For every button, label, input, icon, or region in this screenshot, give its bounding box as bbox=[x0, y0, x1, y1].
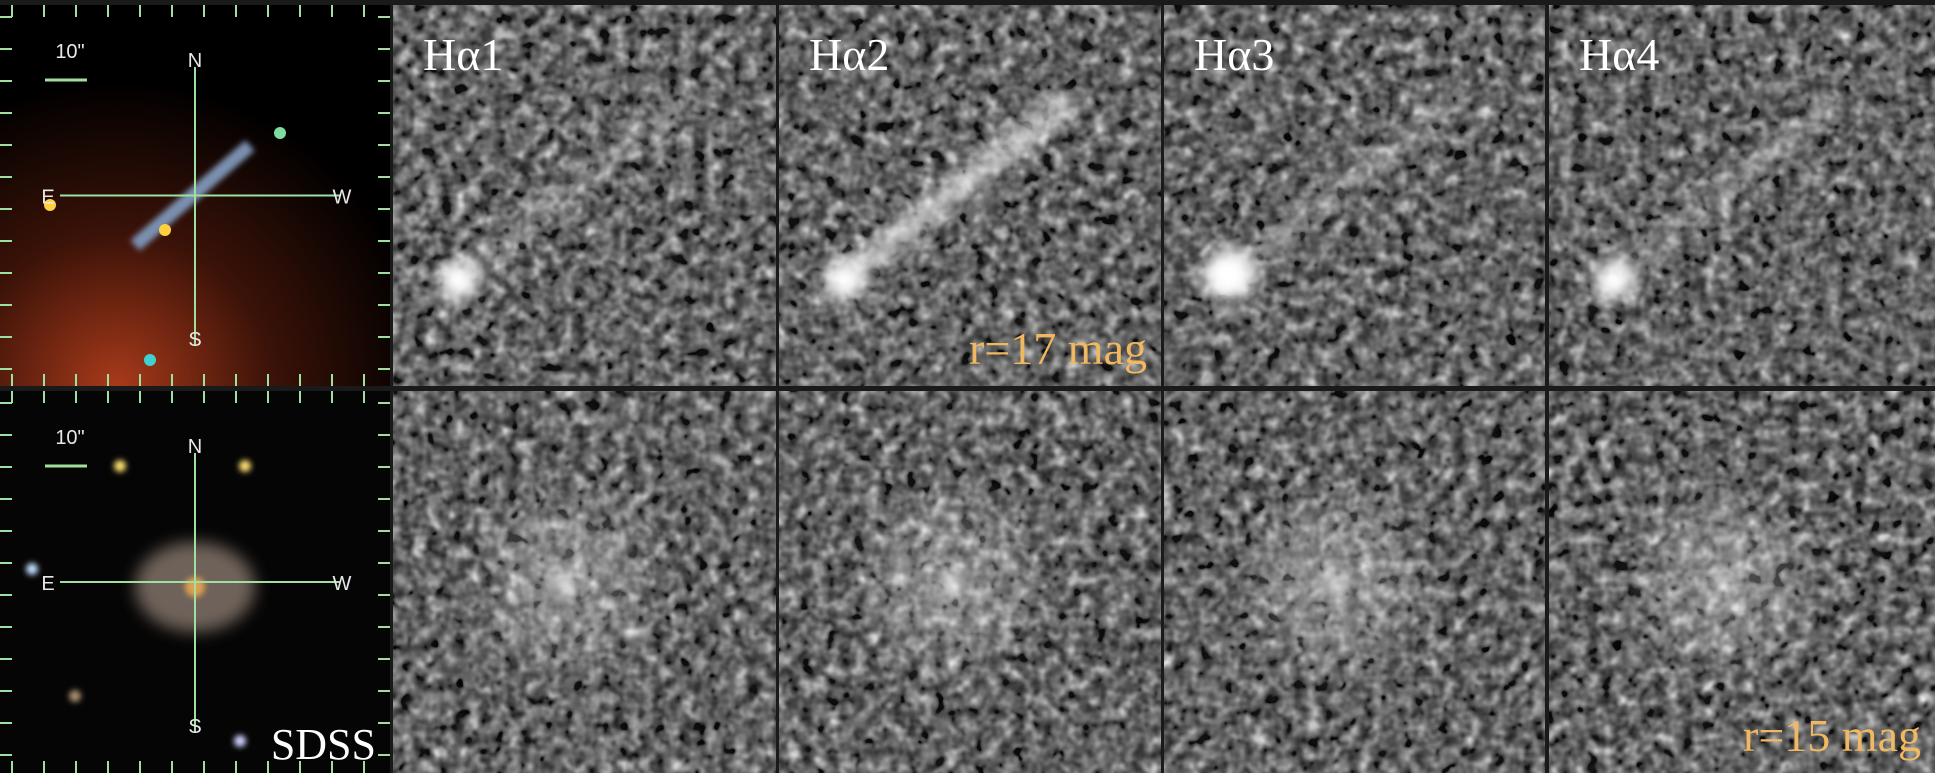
compass-label: W bbox=[333, 573, 352, 595]
compass-label: W bbox=[333, 187, 352, 209]
star bbox=[234, 735, 246, 747]
point-source bbox=[824, 260, 864, 300]
magnitude-label: r=17 mag bbox=[969, 323, 1147, 374]
compass-label: E bbox=[41, 187, 54, 209]
magnitude-label: r=15 mag bbox=[1743, 710, 1921, 761]
scale-bar-label: 10" bbox=[55, 41, 84, 63]
star bbox=[69, 690, 81, 702]
compass-label: S bbox=[188, 329, 201, 351]
star bbox=[26, 563, 38, 575]
compass-label: S bbox=[188, 716, 201, 738]
survey-label: SDSS bbox=[271, 720, 376, 769]
point-source bbox=[1594, 260, 1634, 300]
star bbox=[159, 224, 171, 236]
galaxy-core bbox=[1323, 570, 1347, 594]
page: {"panels": {"column_labels": ["Hα1", "Hα… bbox=[0, 0, 1935, 773]
column-label: Hα3 bbox=[1194, 29, 1274, 80]
compass-label: N bbox=[188, 50, 202, 72]
point-source bbox=[438, 260, 478, 300]
column-label: Hα4 bbox=[1579, 29, 1659, 80]
star bbox=[274, 127, 286, 139]
point-source bbox=[1203, 249, 1255, 301]
column-label: Hα1 bbox=[423, 29, 503, 80]
star bbox=[114, 460, 126, 472]
column-label: Hα2 bbox=[809, 29, 889, 80]
galaxy-core bbox=[1711, 570, 1735, 594]
compass-label: N bbox=[188, 436, 202, 458]
star bbox=[144, 354, 156, 366]
galaxy-core bbox=[553, 570, 577, 594]
compass-label: E bbox=[41, 573, 54, 595]
star bbox=[239, 460, 251, 472]
galaxy-core bbox=[939, 570, 963, 594]
scale-bar-label: 10" bbox=[55, 427, 84, 449]
figure: 10" N E W S Hα1 Hα2 Hα3 Hα4 r=17 mag 10" N E W S SDSS r=… bbox=[0, 0, 1935, 773]
